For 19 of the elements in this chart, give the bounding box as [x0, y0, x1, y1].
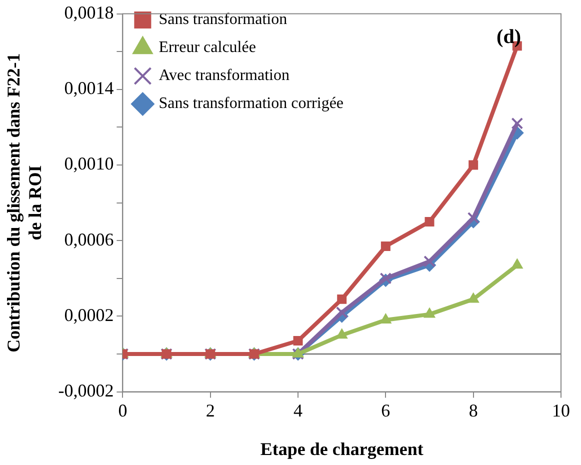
- y-tick-label: -0,0002: [58, 380, 114, 401]
- y-tick-label: 0,0018: [64, 2, 114, 23]
- legend-label: Avec transformation: [158, 67, 290, 84]
- x-tick-label: 6: [381, 400, 390, 420]
- legend-label: Sans transformation corrigée: [158, 95, 344, 112]
- legend-label: Sans transformation: [158, 11, 288, 28]
- x-tick-label: 10: [552, 400, 570, 420]
- y-tick-label: 0,0010: [64, 154, 114, 174]
- y-tick-label: 0,0002: [64, 304, 114, 325]
- x-tick-label: 0: [118, 400, 128, 420]
- legend-label: Erreur calculée: [158, 39, 256, 56]
- x-tick-label: 4: [294, 400, 303, 420]
- y-tick-label: 0,0006: [64, 229, 114, 250]
- annotation: (d): [496, 26, 521, 48]
- x-axis-title: Etape de chargement: [260, 438, 424, 459]
- x-tick-label: 8: [468, 400, 478, 420]
- x-tick-label: 2: [206, 400, 215, 420]
- y-tick-label: 0,0014: [64, 78, 114, 98]
- y-axis-title: Contribution du glissement dans F22-1 de la ROI: [3, 53, 46, 352]
